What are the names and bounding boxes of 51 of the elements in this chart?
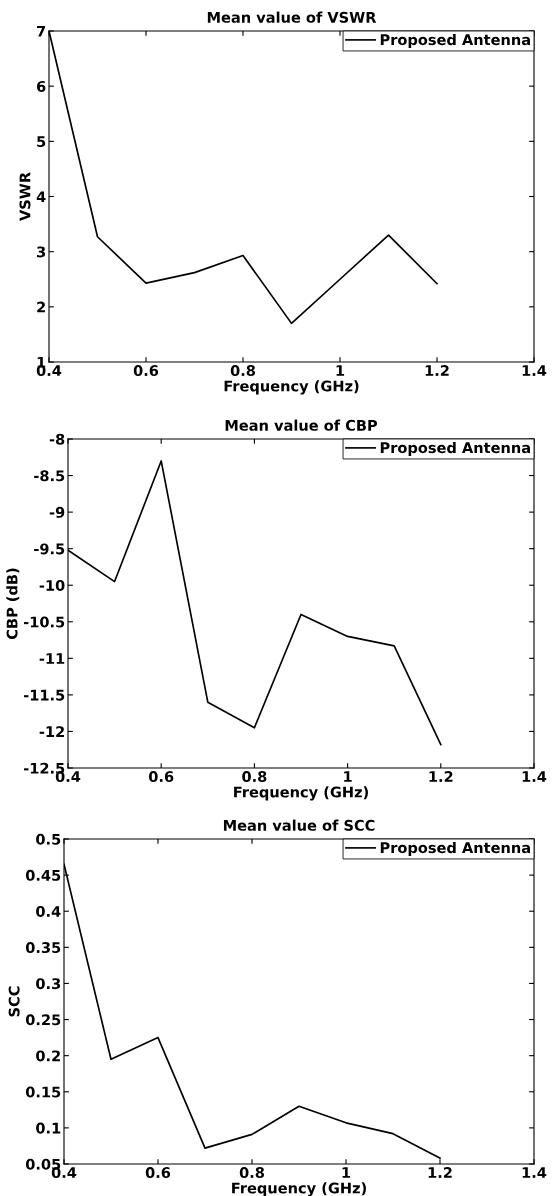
x-tick-label: 1.2 — [428, 1167, 452, 1178]
y-tick-label: 6 — [36, 80, 46, 92]
y-tick-label: 2 — [37, 301, 45, 313]
y-tick-label: -9 — [49, 506, 65, 518]
y-tick-label: -10 — [39, 579, 65, 591]
y-tick-label: 7 — [37, 25, 46, 37]
y-tick-label: 0.35 — [25, 942, 61, 954]
x-tick-label: 1 — [344, 771, 352, 782]
chart-title: Mean value of VSWR — [207, 11, 377, 23]
y-tick-label: 0.5 — [36, 833, 61, 845]
y-tick-label: 0.4 — [36, 905, 61, 917]
y-tick-label: -8 — [49, 433, 65, 445]
legend-label: Proposed Antenna — [380, 441, 530, 457]
y-tick-label: 0.3 — [36, 978, 61, 990]
y-tick-label: 0.2 — [36, 1050, 60, 1062]
y-tick-label: 4 — [36, 191, 46, 203]
x-tick-label: 1.2 — [429, 771, 453, 782]
x-axis-title: Frequency (GHz) — [234, 786, 368, 801]
y-tick-label: 0.45 — [25, 869, 61, 881]
x-tick-label: 0.6 — [145, 1167, 171, 1179]
x-axis-title: Frequency (GHz) — [232, 1182, 366, 1196]
y-tick-label: 0.15 — [25, 1086, 61, 1098]
x-tick-label: 1 — [336, 365, 345, 376]
legend-label: Proposed Antenna — [380, 33, 530, 49]
x-axis-title: Frequency (GHz) — [224, 380, 359, 395]
y-axis-title: SCC — [8, 986, 20, 1017]
y-axis-title: VSWR — [19, 172, 31, 221]
x-tick-label: 1.4 — [522, 1167, 547, 1178]
y-tick-label: -11.5 — [23, 689, 65, 701]
y-tick-label: -11 — [39, 653, 65, 664]
chart-title: Mean value of CBP — [225, 419, 378, 431]
legend-label: Proposed Antenna — [380, 841, 530, 857]
x-tick-label: 1 — [342, 1167, 351, 1178]
y-tick-label: 0.25 — [25, 1014, 61, 1026]
y-axis-title: CBP (dB) — [6, 568, 20, 640]
x-tick-label: 0.8 — [230, 365, 256, 377]
x-tick-label: 1.2 — [425, 365, 449, 376]
x-tick-label: 1.4 — [522, 771, 547, 782]
y-tick-label: 0.1 — [36, 1122, 61, 1134]
x-tick-label: 0.6 — [148, 771, 174, 783]
y-tick-label: 3 — [37, 246, 46, 258]
x-tick-label: 0.6 — [133, 365, 159, 377]
y-tick-label: -10.5 — [23, 616, 65, 628]
y-tick-label: -8.5 — [34, 470, 65, 482]
x-tick-label: 1.4 — [522, 365, 547, 376]
y-tick-label: -12 — [39, 726, 64, 737]
y-tick-label: 5 — [37, 136, 46, 148]
x-tick-label: 0.8 — [242, 771, 267, 783]
x-tick-label: 0.8 — [239, 1167, 265, 1179]
chart-title: Mean value of SCC — [223, 819, 375, 831]
y-tick-label: -9.5 — [34, 543, 65, 555]
